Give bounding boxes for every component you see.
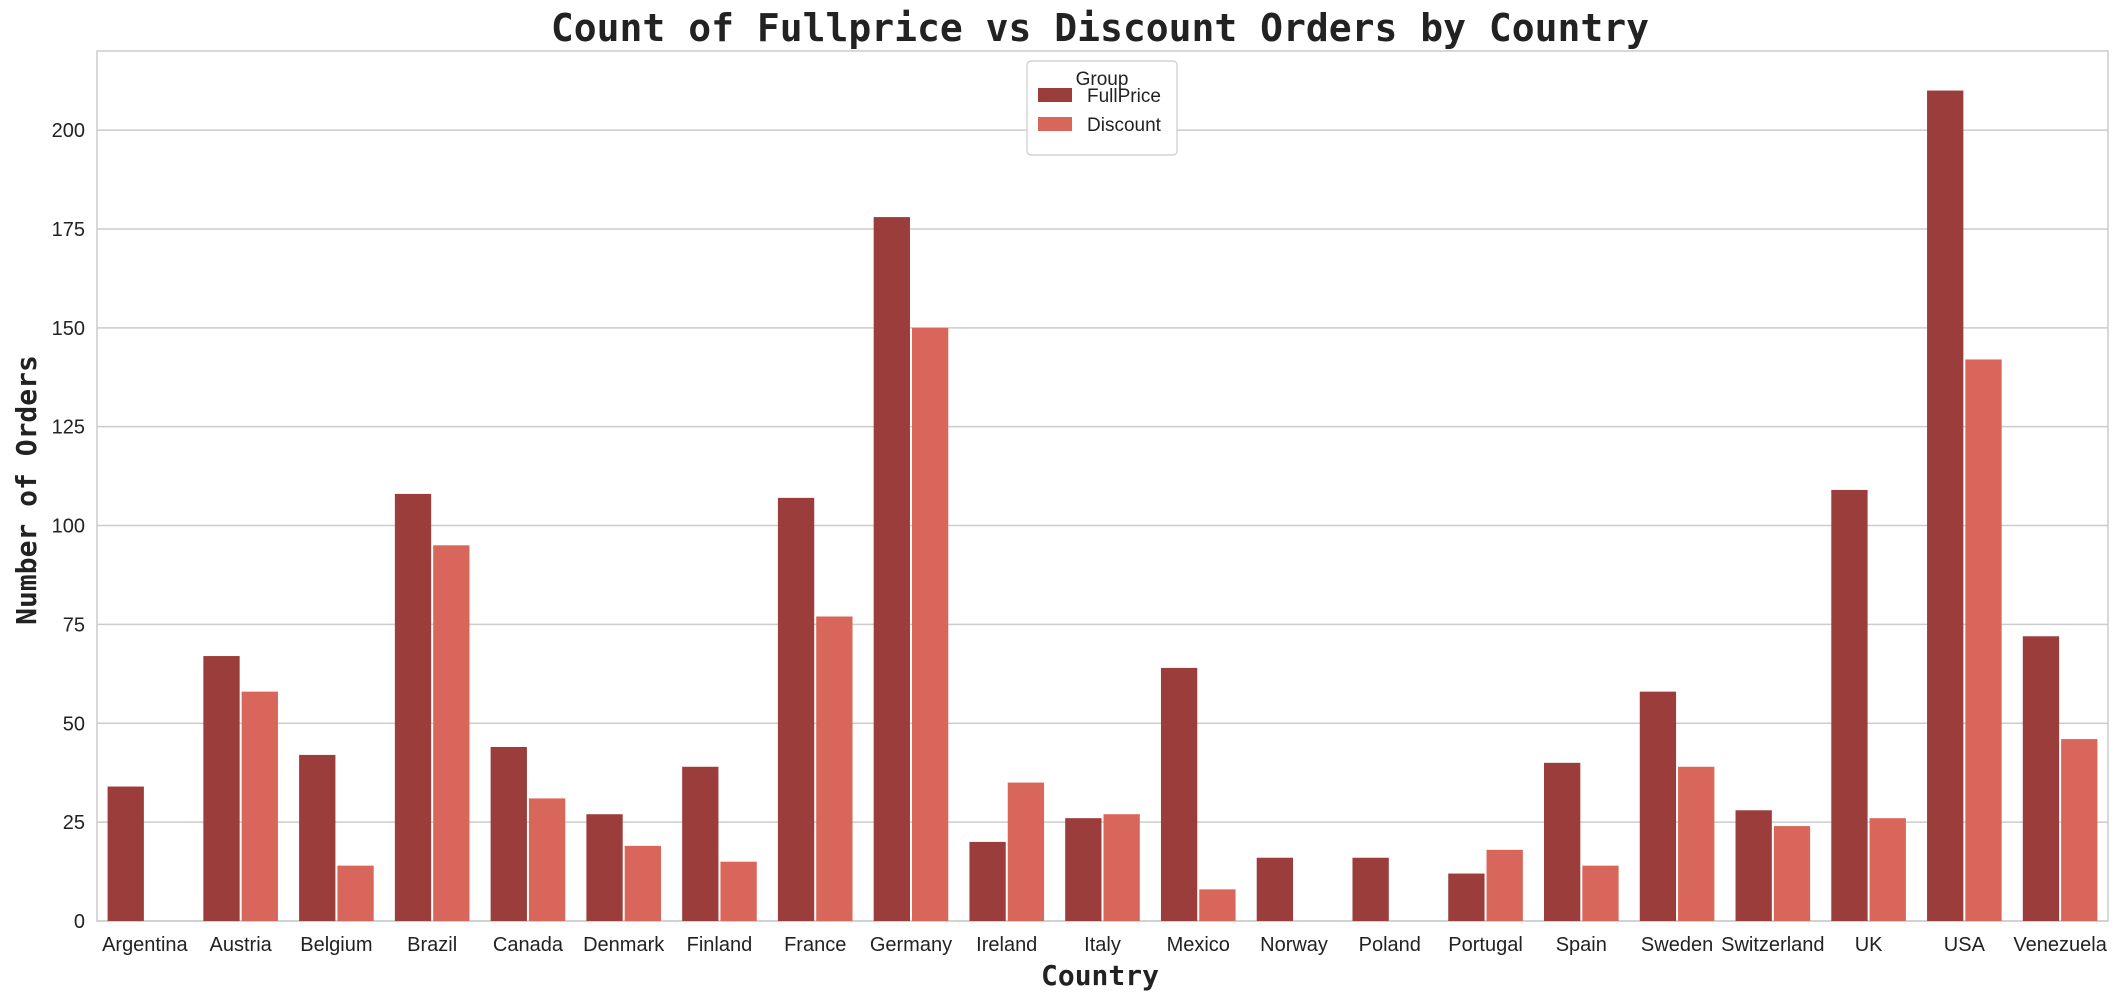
legend-box: [1026, 60, 1178, 156]
bar-discount-italy: [1103, 814, 1140, 921]
bar-fullprice-brazil: [394, 493, 432, 921]
legend-label-discount: Discount: [1087, 115, 1162, 136]
bar-discount-mexico: [1199, 889, 1236, 921]
bar-discount-france: [816, 616, 853, 921]
legend-swatch-fullprice: [1038, 88, 1072, 102]
legend: Group FullPrice Discount: [1026, 60, 1178, 156]
x-tick-label: Argentina: [102, 934, 188, 956]
bar-fullprice-finland: [682, 766, 719, 921]
bar-discount-denmark: [624, 845, 661, 921]
x-tick-label: Belgium: [300, 934, 372, 956]
x-tick-label: Poland: [1359, 934, 1421, 956]
bar-discount-switzerland: [1773, 826, 1811, 921]
bar-discount-spain: [1582, 865, 1619, 921]
x-tick-label: France: [784, 934, 846, 956]
x-tick-label: USA: [1944, 934, 1986, 956]
y-tick-label: 175: [52, 219, 85, 241]
bar-discount-venezuela: [2061, 739, 2098, 921]
bar-fullprice-canada: [490, 747, 527, 921]
x-tick-label: Spain: [1556, 934, 1607, 956]
y-tick-label: 150: [52, 318, 85, 340]
bar-discount-brazil: [433, 545, 470, 921]
x-tick-label: Mexico: [1167, 934, 1230, 956]
x-tick-label: Finland: [687, 934, 753, 956]
x-axis-ticks: Argentina Austria Belgium Brazil Canada Denma…: [102, 934, 2108, 956]
x-tick-label: Canada: [493, 934, 564, 956]
bar-fullprice-denmark: [586, 814, 623, 921]
legend-title: Group: [1076, 69, 1129, 90]
bar-fullprice-norway: [1256, 857, 1294, 921]
legend-label-fullprice: FullPrice: [1087, 86, 1161, 107]
y-tick-label: 50: [63, 713, 85, 735]
bar-fullprice-france: [777, 497, 815, 921]
x-tick-label: Brazil: [407, 934, 457, 956]
bar-discount-uk: [1869, 818, 1906, 921]
bar-fullprice-spain: [1544, 762, 1581, 921]
bar-fullprice-portugal: [1448, 873, 1485, 921]
legend-swatch-discount: [1038, 117, 1072, 131]
x-tick-label: Ireland: [976, 934, 1037, 956]
x-tick-label: UK: [1855, 934, 1883, 956]
bar-discount-sweden: [1678, 766, 1715, 921]
y-tick-label: 125: [52, 417, 85, 439]
bar-fullprice-ireland: [969, 841, 1006, 921]
x-tick-label: Switzerland: [1721, 934, 1824, 956]
bar-fullprice-mexico: [1160, 667, 1198, 921]
x-tick-label: Venezuela: [2013, 934, 2107, 956]
bar-fullprice-sweden: [1639, 691, 1677, 921]
bar-fullprice-uk: [1831, 489, 1868, 921]
plot-frame: [96, 50, 2109, 922]
y-axis-label: Number of Orders: [10, 355, 43, 625]
x-tick-label: Italy: [1084, 934, 1121, 956]
bar-fullprice-venezuela: [2022, 636, 2060, 921]
bar-fullprice-austria: [203, 656, 240, 921]
bar-fullprice-argentina: [107, 786, 144, 921]
bar-fullprice-switzerland: [1735, 810, 1772, 921]
bar-discount-usa: [1965, 359, 2002, 921]
bar-discount-belgium: [337, 865, 374, 921]
bar-fullprice-italy: [1065, 818, 1102, 921]
bar-fullprice-germany: [873, 217, 910, 921]
y-tick-label: 100: [52, 516, 85, 538]
x-tick-label: Norway: [1260, 934, 1328, 956]
chart-title: Count of Fullprice vs Discount Orders by…: [551, 6, 1649, 50]
y-tick-label: 0: [74, 911, 85, 933]
bar-fullprice-belgium: [299, 754, 336, 921]
bar-discount-ireland: [1007, 782, 1045, 921]
bar-discount-portugal: [1486, 849, 1523, 921]
x-tick-label: Portugal: [1448, 934, 1523, 956]
y-tick-label: 75: [63, 614, 85, 636]
x-tick-label: Austria: [210, 934, 273, 956]
bar-discount-canada: [528, 798, 566, 921]
bar-fullprice-usa: [1927, 90, 1964, 921]
bar-discount-germany: [911, 327, 949, 921]
bars: [107, 90, 2098, 921]
x-tick-label: Germany: [870, 934, 952, 956]
bar-discount-finland: [720, 861, 757, 921]
y-tick-label: 200: [52, 120, 85, 142]
x-axis-label: Country: [1041, 959, 1159, 992]
x-tick-label: Sweden: [1641, 934, 1713, 956]
y-axis-ticks: 0 25 50 75 100 125 150 175 200: [52, 120, 85, 933]
x-tick-label: Denmark: [583, 934, 665, 956]
y-tick-label: 25: [63, 812, 85, 834]
bar-discount-austria: [241, 691, 278, 921]
bar-fullprice-poland: [1352, 857, 1389, 921]
